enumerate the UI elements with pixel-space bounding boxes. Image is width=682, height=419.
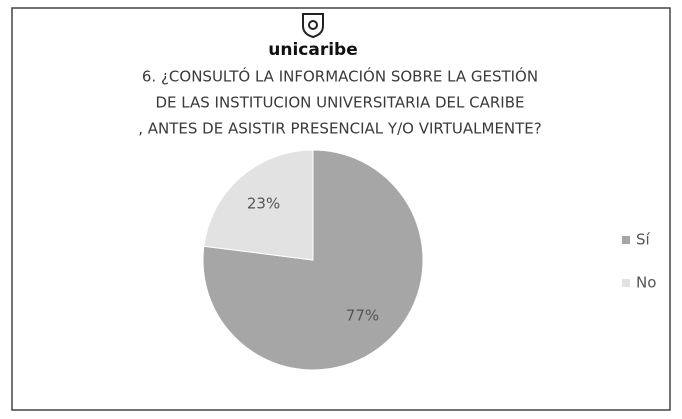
logo-icon	[302, 13, 324, 39]
chart-title: , ANTES DE ASISTIR PRESENCIAL Y/O VIRTUA…	[138, 120, 542, 138]
legend-swatch	[622, 279, 630, 287]
chart-title: DE LAS INSTITUCION UNIVERSITARIA DEL CAR…	[155, 94, 524, 112]
legend-label: Sí	[636, 231, 651, 249]
legend-label: No	[636, 274, 656, 292]
pie-slice	[203, 149, 314, 261]
logo-text: unicaribe	[268, 40, 358, 60]
data-label: 77%	[346, 307, 379, 325]
chart-title: 6. ¿CONSULTÓ LA INFORMACIÓN SOBRE LA GES…	[142, 67, 538, 86]
legend-swatch	[622, 236, 630, 244]
data-label: 23%	[247, 194, 280, 212]
